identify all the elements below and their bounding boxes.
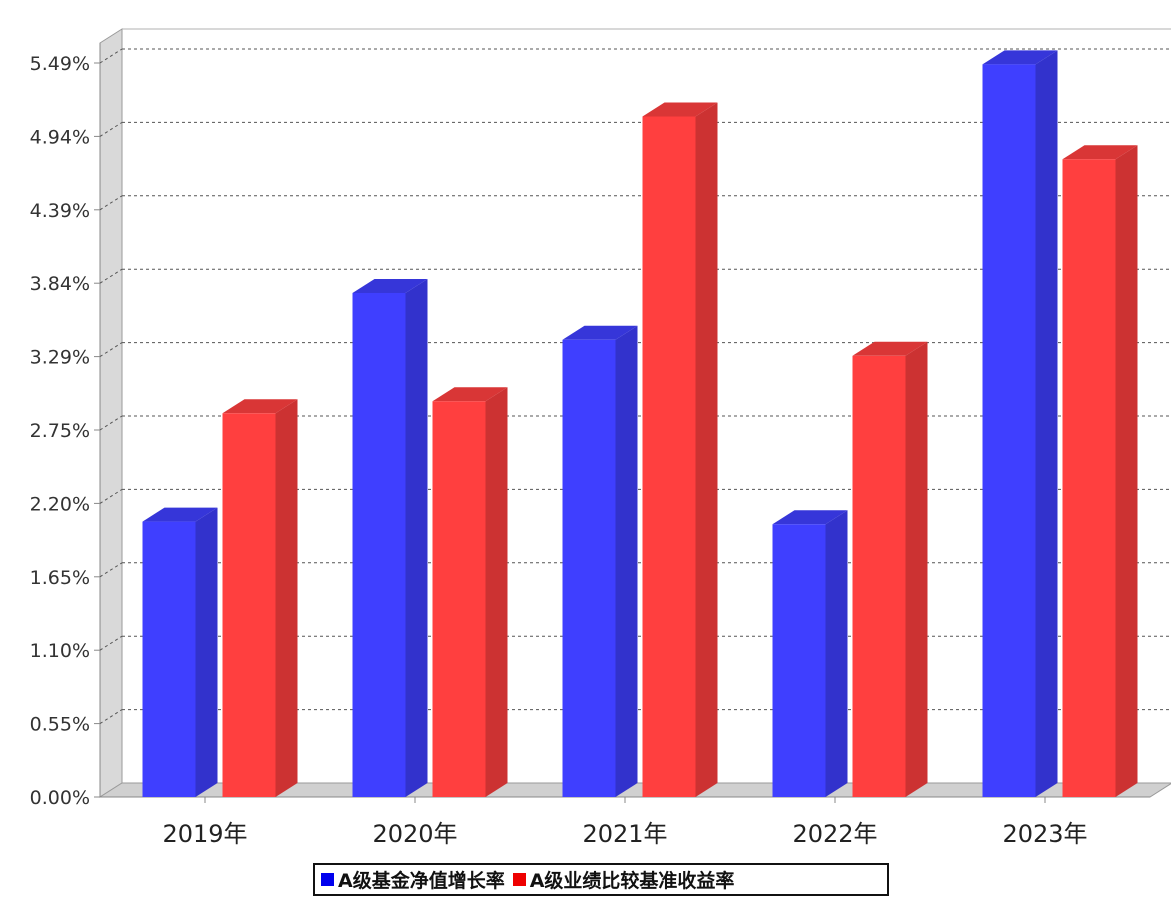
y-tick-label: 2.20%: [30, 493, 90, 515]
gridline-wall: [99, 488, 123, 504]
bar-side: [1115, 145, 1138, 797]
bar-2-2021年: [642, 102, 718, 797]
bar-1-2023年: [982, 50, 1058, 797]
x-tick-label: 2022年: [792, 820, 877, 848]
bar-top: [852, 341, 928, 356]
bar-side: [405, 278, 428, 797]
bar-chart: 0.00% 0.55% 1.10% 1.65% 2.20% 2.75% 3.29% 3.84%…: [30, 28, 1171, 848]
gridline-wall: [99, 121, 123, 137]
bar-front: [852, 355, 906, 797]
x-axis-ticks: 2019年 2020年 2021年 2022年 2023年: [162, 797, 1088, 848]
y-tick-label: 0.55%: [30, 714, 90, 736]
legend-label-series-2: A级业绩比较基准收益率: [529, 870, 735, 892]
legend-item-series-2: A级业绩比较基准收益率: [512, 866, 735, 893]
gridline-wall: [99, 195, 123, 211]
bar-side: [1035, 50, 1058, 797]
bar-top: [142, 507, 218, 522]
bar-front: [642, 116, 696, 797]
y-axis-ticks: 0.00% 0.55% 1.10% 1.65% 2.20% 2.75% 3.29% 3.84%…: [30, 53, 100, 809]
gridline-wall: [99, 48, 123, 64]
gridline-wall: [99, 342, 123, 358]
bar-top: [432, 387, 508, 402]
bar-2-2019年: [222, 399, 298, 797]
bar-front: [982, 64, 1036, 797]
bar-top: [642, 102, 718, 117]
y-tick-label: 5.49%: [30, 53, 90, 75]
bar-side: [905, 341, 928, 797]
bar-top: [562, 325, 638, 340]
bar-front: [562, 339, 616, 797]
x-tick-label: 2021年: [582, 820, 667, 848]
bar-1-2019年: [142, 507, 218, 797]
gridline-wall: [99, 709, 123, 725]
bars: [142, 50, 1138, 797]
bar-front: [1062, 159, 1116, 797]
gridline-wall: [99, 562, 123, 578]
y-tick-label: 3.29%: [30, 347, 90, 369]
y-tick-label: 0.00%: [30, 787, 90, 809]
bar-top: [1062, 145, 1138, 160]
bar-1-2020年: [352, 278, 428, 797]
bar-front: [142, 521, 196, 797]
x-tick-label: 2019年: [162, 820, 247, 848]
bar-top: [982, 50, 1058, 65]
legend-swatch-series-1: [321, 873, 334, 886]
y-tick-label: 1.10%: [30, 640, 90, 662]
left-wall: [99, 28, 123, 798]
bar-2-2023年: [1062, 145, 1138, 797]
legend-swatch-series-2: [512, 873, 526, 886]
bar-front: [352, 292, 406, 797]
legend-item-series-1: A级基金净值增长率: [321, 866, 505, 893]
bar-front: [432, 401, 486, 797]
bar-side: [615, 325, 638, 797]
legend: A级基金净值增长率 A级业绩比较基准收益率: [313, 863, 889, 896]
bar-front: [222, 413, 276, 797]
bar-front: [772, 524, 826, 797]
bar-2-2020年: [432, 387, 508, 797]
bar-top: [222, 399, 298, 414]
y-tick-label: 2.75%: [30, 420, 90, 442]
bar-top: [772, 510, 848, 525]
bar-side: [195, 507, 218, 797]
y-tick-label: 1.65%: [30, 567, 90, 589]
bar-1-2021年: [562, 325, 638, 797]
legend-label-series-1: A级基金净值增长率: [338, 870, 505, 892]
bar-side: [825, 510, 848, 797]
bar-1-2022年: [772, 510, 848, 797]
bar-side: [485, 387, 508, 797]
y-tick-label: 4.39%: [30, 200, 90, 222]
gridline-wall: [99, 635, 123, 651]
bar-top: [352, 278, 428, 293]
gridline-wall: [99, 268, 123, 284]
x-tick-label: 2023年: [1002, 820, 1087, 848]
bar-side: [275, 399, 298, 797]
bar-side: [695, 102, 718, 797]
bar-2-2022年: [852, 341, 928, 797]
gridline-wall: [99, 415, 123, 431]
y-tick-label: 3.84%: [30, 273, 90, 295]
x-tick-label: 2020年: [372, 820, 457, 848]
y-tick-label: 4.94%: [30, 126, 90, 148]
